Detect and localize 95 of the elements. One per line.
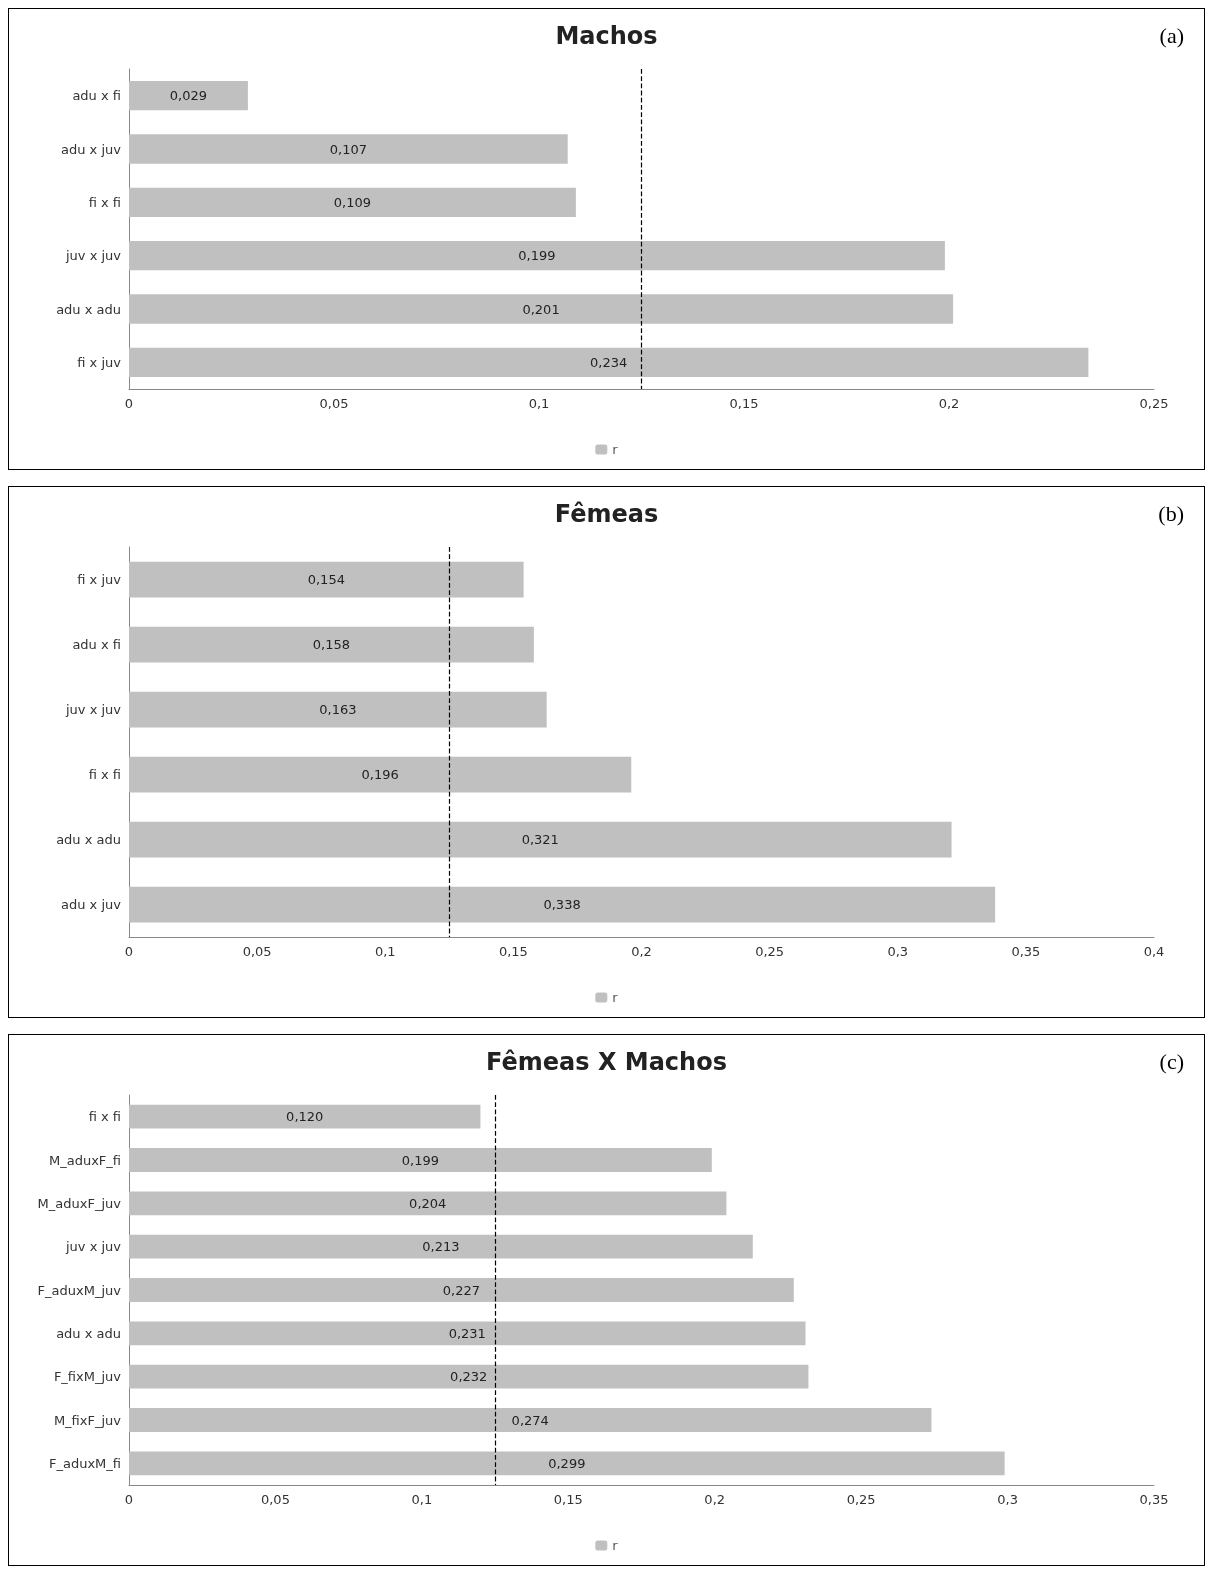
bar bbox=[129, 1234, 753, 1259]
y-tick-label: juv x juv bbox=[64, 702, 122, 717]
x-tick-label: 0,3 bbox=[887, 944, 909, 959]
data-label: 0,201 bbox=[522, 301, 560, 317]
bar bbox=[129, 691, 547, 728]
chart-title: Fêmeas bbox=[554, 500, 659, 528]
bar bbox=[129, 1408, 932, 1432]
x-tick-label: 0,4 bbox=[1143, 944, 1165, 959]
data-label: 0,029 bbox=[169, 88, 208, 104]
data-label: 0,213 bbox=[422, 1239, 460, 1255]
y-tick-label: F_aduxM_juv bbox=[37, 1282, 122, 1298]
x-tick-label: 0 bbox=[124, 396, 134, 411]
x-tick-label: 0,35 bbox=[1139, 1492, 1169, 1507]
data-label: 0,232 bbox=[450, 1369, 488, 1385]
bar bbox=[129, 187, 576, 217]
x-tick-label: 0 bbox=[124, 1492, 134, 1507]
y-tick-label: fi x juv bbox=[77, 572, 122, 587]
y-tick-label: M_aduxF_fi bbox=[48, 1152, 121, 1168]
y-tick-label: juv x juv bbox=[64, 1239, 122, 1255]
data-label: 0,234 bbox=[590, 354, 628, 370]
x-tick-label: 0,05 bbox=[319, 396, 349, 411]
chart-title: Fêmeas X Machos bbox=[486, 1048, 727, 1076]
x-tick-label: 0,2 bbox=[704, 1492, 726, 1507]
y-tick-label: fi x juv bbox=[77, 354, 122, 370]
x-tick-label: 0,3 bbox=[997, 1492, 1018, 1507]
y-tick-label: M_aduxF_juv bbox=[37, 1195, 122, 1211]
data-label: 0,338 bbox=[543, 897, 581, 912]
y-tick-label: adu x fi bbox=[72, 637, 121, 652]
x-tick-label: 0,15 bbox=[498, 944, 528, 959]
data-label: 0,158 bbox=[312, 637, 351, 652]
x-tick-label: 0,05 bbox=[260, 1492, 290, 1507]
data-label: 0,199 bbox=[518, 248, 556, 264]
x-tick-label: 0,25 bbox=[846, 1492, 876, 1507]
x-tick-label: 0,2 bbox=[631, 944, 652, 959]
x-tick-label: 0,1 bbox=[528, 396, 550, 411]
bar bbox=[129, 821, 952, 858]
legend-label: r bbox=[612, 1538, 619, 1553]
bar bbox=[129, 294, 954, 324]
y-tick-label: fi x fi bbox=[88, 767, 121, 782]
text: (b) bbox=[1158, 500, 1184, 526]
data-label: 0,163 bbox=[319, 702, 357, 717]
bar bbox=[129, 561, 524, 598]
bar bbox=[129, 1278, 794, 1302]
y-tick-label: fi x fi bbox=[88, 1109, 121, 1125]
y-tick-label: adu x adu bbox=[56, 301, 121, 317]
x-tick-label: 0,35 bbox=[1011, 944, 1041, 959]
y-tick-label: adu x juv bbox=[61, 897, 122, 912]
x-tick-label: 0 bbox=[124, 944, 134, 959]
x-tick-label: 0,25 bbox=[755, 944, 785, 959]
y-tick-label: adu x fi bbox=[72, 88, 121, 104]
data-label: 0,107 bbox=[329, 141, 367, 157]
x-tick-label: 0,25 bbox=[1139, 396, 1169, 411]
bar bbox=[129, 1104, 481, 1129]
y-tick-label: adu x juv bbox=[61, 141, 122, 157]
data-label: 0,120 bbox=[286, 1109, 324, 1125]
y-tick-label: adu x adu bbox=[56, 832, 121, 847]
bar bbox=[129, 626, 534, 663]
x-tick-label: 0,1 bbox=[411, 1492, 433, 1507]
bar bbox=[129, 134, 568, 164]
bar bbox=[129, 1191, 727, 1216]
y-tick-label: F_fixM_juv bbox=[53, 1369, 122, 1385]
data-label: 0,204 bbox=[409, 1195, 447, 1211]
data-label: 0,321 bbox=[521, 832, 559, 847]
text: (a) bbox=[1159, 22, 1184, 48]
bar bbox=[129, 756, 632, 793]
bar bbox=[129, 1321, 806, 1346]
data-label: 0,227 bbox=[442, 1282, 480, 1298]
y-tick-label: M_fixF_juv bbox=[53, 1412, 122, 1428]
text: (c) bbox=[1159, 1048, 1184, 1074]
data-label: 0,109 bbox=[333, 194, 372, 210]
bar bbox=[129, 241, 945, 271]
y-tick-label: fi x fi bbox=[88, 194, 121, 210]
bar bbox=[129, 1451, 1005, 1476]
x-tick-label: 0,1 bbox=[374, 944, 396, 959]
bar bbox=[129, 886, 996, 923]
y-tick-label: F_aduxM_fi bbox=[48, 1455, 121, 1471]
bar bbox=[129, 81, 248, 111]
y-tick-label: juv x juv bbox=[64, 248, 122, 264]
data-label: 0,231 bbox=[448, 1325, 486, 1341]
y-tick-label: adu x adu bbox=[56, 1325, 121, 1341]
bar bbox=[129, 1148, 712, 1172]
data-label: 0,274 bbox=[511, 1412, 549, 1428]
data-label: 0,196 bbox=[361, 767, 399, 782]
legend-label: r bbox=[612, 990, 619, 1005]
x-tick-label: 0,05 bbox=[242, 944, 272, 959]
x-tick-label: 0,15 bbox=[729, 396, 759, 411]
data-label: 0,154 bbox=[307, 572, 345, 587]
bar bbox=[129, 1364, 809, 1389]
legend-label: r bbox=[612, 442, 619, 457]
x-tick-label: 0,2 bbox=[938, 396, 960, 411]
bar bbox=[129, 347, 1089, 377]
chart-title: Machos bbox=[555, 22, 658, 50]
x-tick-label: 0,15 bbox=[553, 1492, 583, 1507]
data-label: 0,199 bbox=[401, 1152, 439, 1168]
data-label: 0,299 bbox=[548, 1455, 586, 1471]
